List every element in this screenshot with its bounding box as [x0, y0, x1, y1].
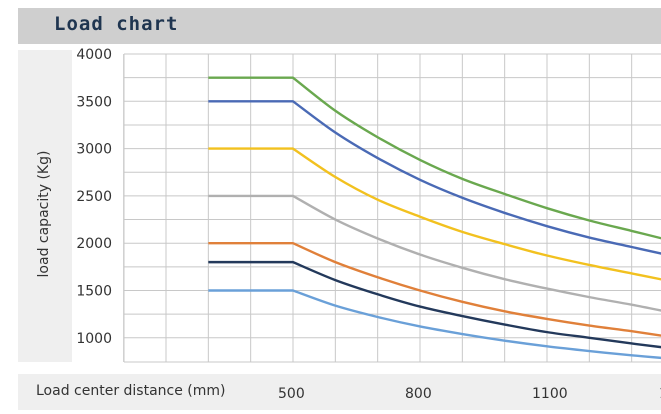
y-tick-label: 1500: [76, 284, 112, 300]
series-line: [208, 194, 661, 312]
x-tick-label: 140: [659, 386, 661, 402]
x-tick-label: 500: [278, 386, 305, 402]
chart-title: Load chart: [54, 13, 179, 35]
x-axis-label: Load center distance (mm): [36, 383, 226, 399]
y-tick-label: 2000: [76, 236, 112, 252]
y-tick-label: 3000: [76, 142, 112, 158]
series-line: [208, 147, 661, 281]
y-axis-band: [18, 50, 72, 362]
x-tick-label: 1100: [532, 386, 568, 402]
y-tick-label: 1000: [76, 331, 112, 347]
series-line: [208, 100, 661, 255]
series-line: [208, 260, 661, 349]
series-line: [208, 242, 661, 337]
chart-header-bar: Load chart: [18, 8, 661, 44]
y-tick-label: 4000: [76, 47, 112, 63]
y-tick-label: 3500: [76, 94, 112, 110]
y-tick-label: 2500: [76, 189, 112, 205]
x-tick-label: 800: [405, 386, 432, 402]
series-line: [208, 289, 661, 360]
series-line: [208, 76, 661, 240]
x-axis-band: [18, 374, 661, 410]
